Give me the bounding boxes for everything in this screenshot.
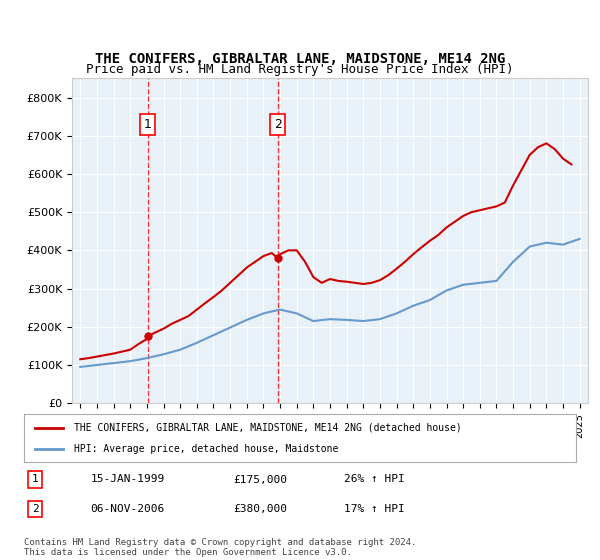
Text: 17% ↑ HPI: 17% ↑ HPI xyxy=(344,504,405,514)
Text: 1: 1 xyxy=(32,474,38,484)
Text: 06-NOV-2006: 06-NOV-2006 xyxy=(90,504,164,514)
Text: Contains HM Land Registry data © Crown copyright and database right 2024.
This d: Contains HM Land Registry data © Crown c… xyxy=(24,538,416,557)
Text: 26% ↑ HPI: 26% ↑ HPI xyxy=(344,474,405,484)
Text: HPI: Average price, detached house, Maidstone: HPI: Average price, detached house, Maid… xyxy=(74,444,338,454)
Text: 2: 2 xyxy=(274,118,281,130)
Text: 2: 2 xyxy=(32,504,38,514)
Text: THE CONIFERS, GIBRALTAR LANE, MAIDSTONE, ME14 2NG: THE CONIFERS, GIBRALTAR LANE, MAIDSTONE,… xyxy=(95,52,505,66)
Text: £380,000: £380,000 xyxy=(234,504,288,514)
Text: 15-JAN-1999: 15-JAN-1999 xyxy=(90,474,164,484)
Text: THE CONIFERS, GIBRALTAR LANE, MAIDSTONE, ME14 2NG (detached house): THE CONIFERS, GIBRALTAR LANE, MAIDSTONE,… xyxy=(74,423,461,433)
Text: £175,000: £175,000 xyxy=(234,474,288,484)
Text: 1: 1 xyxy=(143,118,152,130)
Text: Price paid vs. HM Land Registry's House Price Index (HPI): Price paid vs. HM Land Registry's House … xyxy=(86,63,514,77)
